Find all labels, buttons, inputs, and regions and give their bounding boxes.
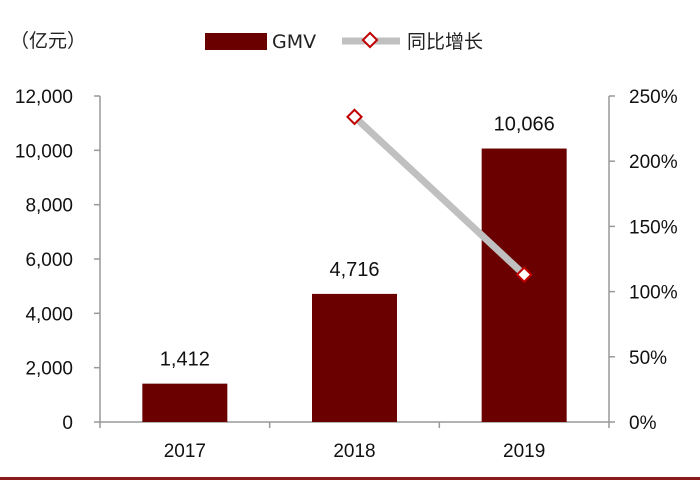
legend-swatch-gmv bbox=[205, 33, 267, 50]
left-axis-ticks: 0 2,000 4,000 6,000 8,000 10,000 12,000 bbox=[15, 87, 100, 434]
right-tick-label: 150% bbox=[629, 217, 678, 238]
growth-marker-2018 bbox=[346, 108, 363, 126]
x-axis-ticks: 2017 2018 2019 bbox=[99, 422, 610, 462]
legend-label-growth: 同比增长 bbox=[407, 31, 483, 53]
legend-label-gmv: GMV bbox=[272, 31, 316, 53]
left-tick-label: 0 bbox=[62, 413, 73, 434]
growth-marker-2019 bbox=[515, 266, 533, 284]
legend: GMV 同比增长 bbox=[205, 31, 483, 53]
right-tick-label: 0% bbox=[629, 413, 657, 434]
left-tick-label: 4,000 bbox=[25, 304, 73, 325]
bar-gmv-2018 bbox=[312, 293, 397, 422]
right-tick-label: 200% bbox=[629, 152, 678, 173]
legend-swatch-growth-marker bbox=[361, 31, 379, 49]
right-tick-label: 250% bbox=[629, 87, 678, 108]
growth-series bbox=[346, 108, 533, 284]
x-tick-label: 2017 bbox=[164, 441, 206, 462]
bar-gmv-2017 bbox=[142, 383, 228, 422]
x-tick-label: 2018 bbox=[333, 441, 375, 462]
left-tick-label: 10,000 bbox=[15, 141, 73, 162]
data-label-gmv-2018: 4,716 bbox=[329, 259, 379, 281]
right-tick-label: 50% bbox=[629, 348, 667, 369]
data-label-gmv-2019: 10,066 bbox=[494, 114, 555, 136]
bars: 1,412 4,716 10,066 bbox=[142, 114, 567, 422]
bar-gmv-2019 bbox=[481, 148, 567, 422]
unit-label: （亿元） bbox=[10, 30, 86, 52]
right-axis-ticks: 0% 50% 100% 150% 200% 250% bbox=[609, 87, 678, 434]
x-tick-label: 2019 bbox=[503, 441, 545, 462]
data-label-gmv-2017: 1,412 bbox=[160, 349, 210, 371]
left-tick-label: 2,000 bbox=[25, 359, 73, 380]
left-tick-label: 6,000 bbox=[25, 250, 73, 271]
growth-line bbox=[352, 114, 527, 278]
left-tick-label: 12,000 bbox=[15, 87, 73, 108]
right-tick-label: 100% bbox=[629, 283, 678, 304]
bottom-rule bbox=[0, 477, 700, 480]
left-tick-label: 8,000 bbox=[25, 196, 73, 217]
